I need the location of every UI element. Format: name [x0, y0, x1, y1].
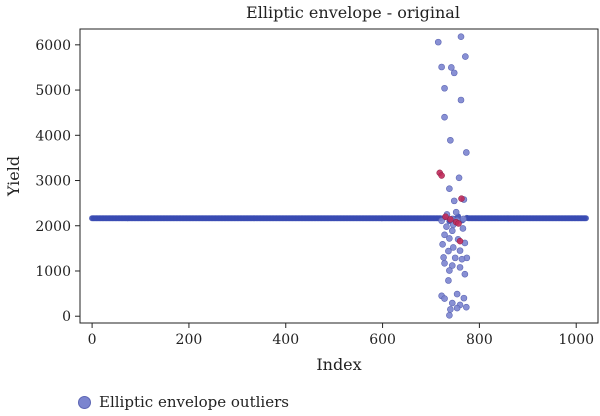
outlier-point: [438, 217, 445, 225]
outlier-point: [441, 84, 448, 92]
highlight-point: [438, 172, 445, 179]
chart-title: Elliptic envelope - original: [246, 3, 460, 22]
y-tick-label: 0: [62, 309, 71, 325]
outlier-point: [441, 113, 448, 121]
outlier-point: [461, 270, 469, 278]
outlier-point: [450, 69, 458, 77]
y-tick-label: 2000: [35, 219, 71, 235]
legend-label: Elliptic envelope outliers: [99, 393, 289, 411]
y-tick-label: 3000: [35, 174, 71, 190]
highlight-point: [456, 237, 464, 245]
outlier-point: [443, 223, 450, 230]
outlier-point: [448, 299, 456, 307]
legend-marker: [78, 395, 91, 409]
outlier-point: [441, 295, 448, 302]
outlier-point: [459, 225, 467, 232]
outlier-point: [448, 227, 456, 235]
inlier-series: [89, 213, 589, 225]
y-tick-label: 4000: [35, 128, 71, 144]
legend: Elliptic envelope outliers: [78, 393, 289, 411]
outlier-point: [434, 38, 442, 46]
y-tick-label: 6000: [35, 38, 71, 54]
outlier-point: [448, 262, 456, 269]
outlier-series: [434, 33, 471, 319]
outlier-point: [445, 277, 452, 284]
x-tick-label: 0: [88, 332, 97, 348]
y-tick-label: 1000: [35, 264, 71, 280]
outlier-point: [460, 294, 468, 302]
inlier-point: [582, 215, 589, 222]
outlier-point: [447, 136, 454, 144]
outlier-point: [458, 255, 466, 263]
outlier-point: [448, 64, 455, 71]
highlight-series: [436, 169, 465, 245]
outlier-point: [440, 254, 447, 261]
x-tick-label: 200: [176, 332, 203, 348]
outlier-point: [463, 303, 470, 311]
y-tick-label: 5000: [35, 83, 71, 99]
y-axis-title: Yield: [4, 156, 23, 197]
outlier-point: [460, 215, 467, 223]
highlight-point: [458, 195, 465, 202]
plot-frame: [79, 28, 599, 324]
scatter-chart: Elliptic envelope - original 0 200 400 600 8…: [4, 3, 599, 374]
highlight-point: [455, 220, 462, 227]
outlier-point: [453, 290, 461, 298]
outlier-point: [446, 312, 453, 319]
highlight-point: [447, 216, 454, 223]
outlier-point: [457, 96, 465, 104]
outlier-point: [449, 244, 457, 251]
outlier-point: [446, 235, 453, 242]
x-tick-label: 600: [369, 332, 396, 348]
y-axis: 0 1000 2000 3000 4000 5000 6000: [35, 38, 80, 325]
outlier-point: [463, 149, 470, 156]
outlier-point: [456, 247, 464, 254]
plot-area: [79, 28, 599, 324]
outlier-point: [453, 304, 461, 312]
x-tick-label: 800: [466, 332, 493, 348]
outlier-point: [452, 208, 460, 216]
outlier-point: [450, 197, 458, 205]
outlier-point: [462, 53, 469, 60]
outlier-point: [439, 241, 446, 248]
outlier-point: [447, 306, 454, 313]
x-tick-label: 400: [272, 332, 299, 348]
outlier-point: [455, 174, 463, 182]
outlier-point: [446, 267, 453, 274]
outlier-point: [456, 264, 464, 271]
outlier-point: [438, 63, 445, 71]
outlier-point: [446, 185, 453, 192]
outlier-point: [445, 247, 452, 255]
x-axis: 0 200 400 600 800 1000: [88, 323, 594, 348]
outlier-point: [451, 254, 459, 262]
outlier-point: [457, 33, 465, 40]
x-tick-label: 1000: [558, 332, 594, 348]
outlier-point: [441, 231, 448, 239]
outlier-point: [441, 259, 448, 267]
highlight-point: [442, 213, 449, 220]
x-axis-title: Index: [316, 355, 361, 374]
